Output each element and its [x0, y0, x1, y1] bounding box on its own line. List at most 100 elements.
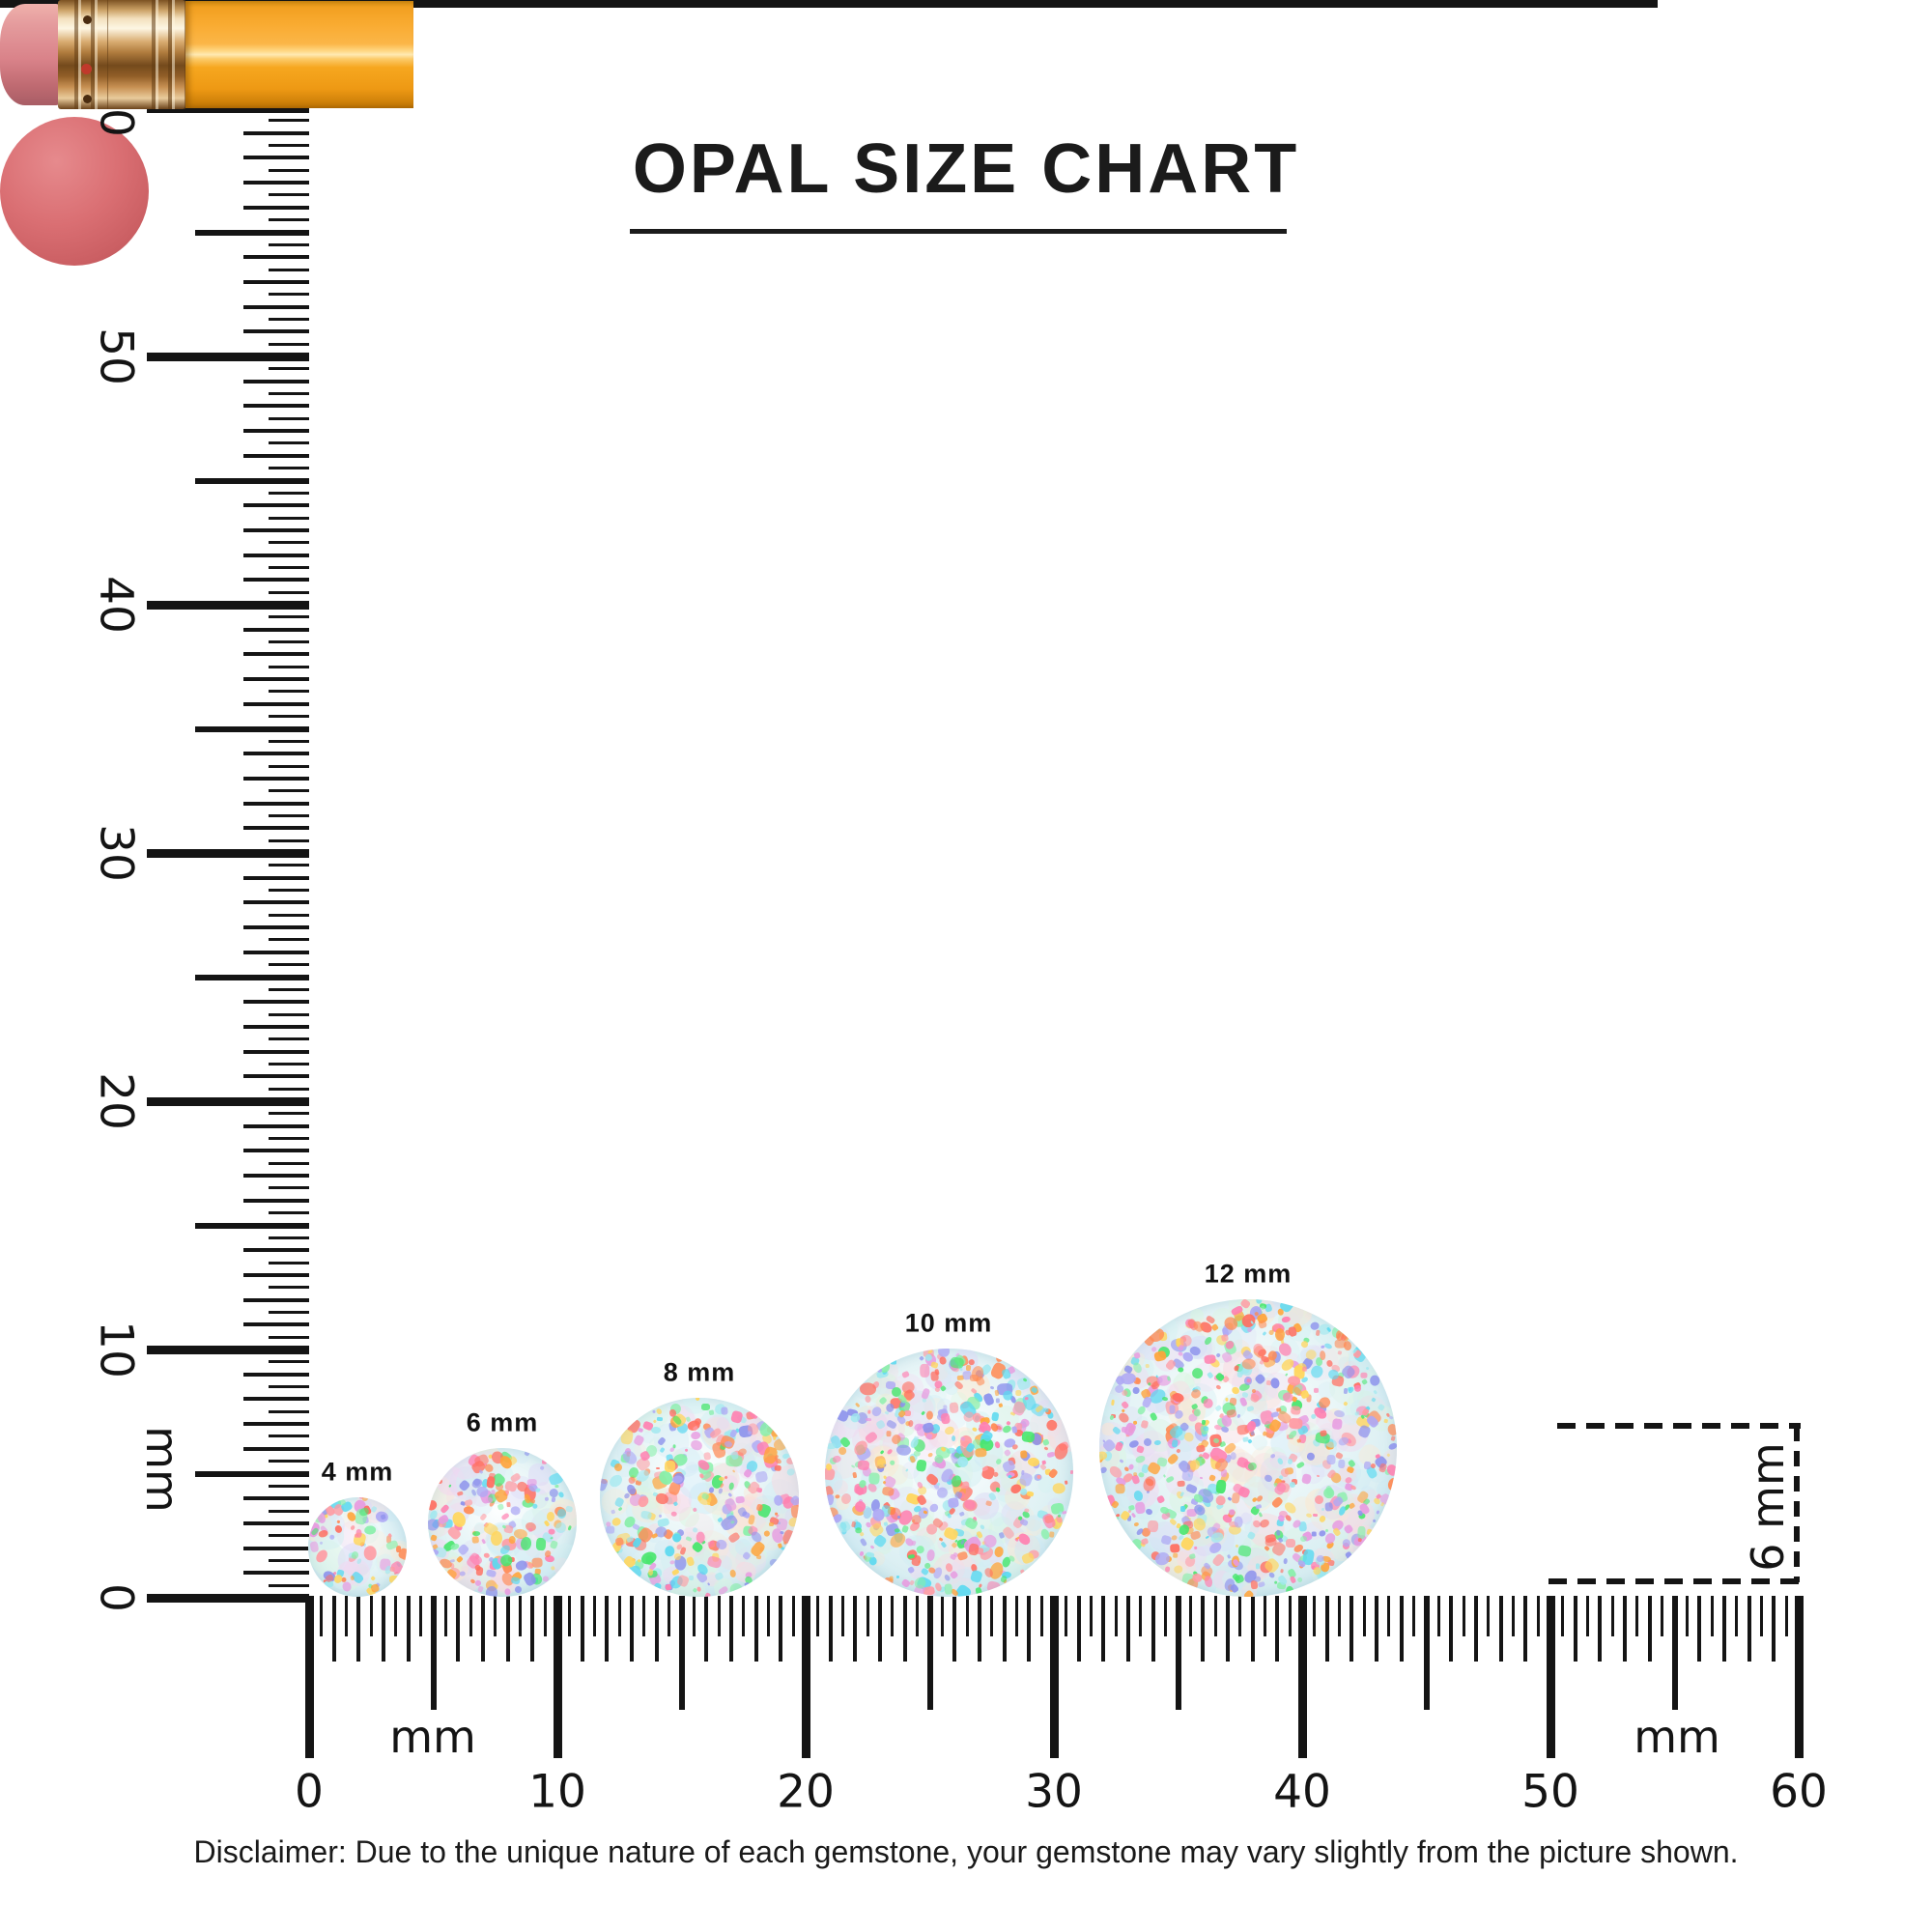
opal-speckle — [772, 1435, 777, 1440]
horizontal-ruler-tick-25.5 — [940, 1596, 944, 1636]
horizontal-ruler-tick-36 — [1201, 1596, 1206, 1662]
vertical-ruler-tick-47.5 — [269, 416, 309, 420]
opal-speckle — [1070, 1469, 1073, 1474]
vertical-ruler-tick-11.5 — [269, 1310, 309, 1314]
opal-speckle — [866, 1417, 872, 1422]
vertical-ruler-tick-19 — [243, 1123, 309, 1128]
vertical-ruler-tick-46 — [243, 453, 309, 458]
vertical-ruler-tick-31.5 — [269, 813, 309, 817]
vertical-ruler-tick-10.5 — [269, 1335, 309, 1339]
vertical-ruler-tick-18 — [243, 1149, 309, 1153]
vertical-ruler-tick-2 — [243, 1546, 309, 1550]
opal-speckle — [1134, 1521, 1140, 1527]
opal-speckle — [1011, 1426, 1018, 1435]
vertical-ruler-tick-58.5 — [269, 144, 309, 148]
horizontal-ruler-tick-26.5 — [965, 1596, 969, 1636]
vertical-ruler-tick-38.5 — [269, 640, 309, 644]
disclaimer-text: Disclaimer: Due to the unique nature of … — [193, 1834, 1739, 1869]
opal-speckle — [1179, 1506, 1185, 1513]
vertical-ruler-tick-33.5 — [269, 764, 309, 768]
opal-speckle — [1133, 1351, 1141, 1359]
opal-speckle — [827, 1442, 836, 1449]
horizontal-ruler-tick-22 — [853, 1596, 858, 1662]
vertical-ruler-tick-45.5 — [269, 467, 309, 470]
horizontal-ruler-unit-label-left: mm — [389, 1711, 476, 1763]
horizontal-ruler-tick-58.5 — [1759, 1596, 1763, 1636]
vertical-ruler-tick-56.5 — [269, 193, 309, 197]
opal-speckle — [1311, 1531, 1317, 1537]
opal-speckle — [514, 1559, 528, 1572]
horizontal-ruler-number-30: 30 — [1025, 1765, 1083, 1819]
horizontal-ruler-tick-2 — [356, 1596, 361, 1662]
opal-speckle — [554, 1484, 559, 1489]
horizontal-ruler-tick-14.5 — [668, 1596, 671, 1636]
opal-speckle — [1170, 1543, 1180, 1553]
opal-speckle — [755, 1469, 769, 1483]
vertical-ruler-tick-60 — [147, 103, 309, 113]
opal-speckle — [605, 1525, 615, 1534]
horizontal-ruler-tick-54 — [1647, 1596, 1652, 1662]
horizontal-ruler-tick-52 — [1598, 1596, 1603, 1662]
horizontal-ruler-tick-5.5 — [443, 1596, 447, 1636]
opal-speckle — [485, 1496, 493, 1504]
opal-speckle — [1360, 1372, 1368, 1378]
opal-speckle — [1147, 1520, 1158, 1533]
horizontal-ruler-tick-34 — [1151, 1596, 1155, 1662]
vertical-ruler-tick-52 — [243, 304, 309, 309]
horizontal-ruler-tick-46 — [1449, 1596, 1454, 1662]
horizontal-ruler-tick-9.5 — [543, 1596, 547, 1636]
opal-speckle — [1015, 1390, 1022, 1397]
vertical-ruler-tick-15 — [195, 1222, 309, 1229]
horizontal-ruler-tick-44 — [1399, 1596, 1404, 1662]
vertical-ruler-tick-4.5 — [269, 1484, 309, 1488]
horizontal-ruler-tick-30.5 — [1065, 1596, 1068, 1636]
opal-speckle — [1296, 1577, 1304, 1583]
horizontal-ruler-baseline — [0, 0, 1658, 8]
opal-speckle — [1386, 1422, 1398, 1436]
opal-speckle — [1326, 1454, 1336, 1465]
opal-speckle — [1283, 1557, 1288, 1564]
opal-speckle — [1108, 1414, 1115, 1421]
opal-speckle — [868, 1472, 880, 1485]
vertical-ruler-tick-26.5 — [269, 938, 309, 942]
opal-speckle — [1291, 1405, 1301, 1415]
opal-speckle — [1215, 1384, 1222, 1390]
horizontal-ruler-tick-1 — [331, 1596, 336, 1662]
vertical-ruler-tick-35.5 — [269, 715, 309, 719]
vertical-ruler-number-10: 10 — [89, 1321, 143, 1378]
horizontal-ruler-tick-5 — [430, 1596, 437, 1710]
horizontal-ruler-tick-21.5 — [841, 1596, 845, 1636]
opal-speckle — [1241, 1357, 1257, 1370]
opal-speckle — [369, 1576, 376, 1582]
horizontal-ruler-tick-7.5 — [494, 1596, 497, 1636]
vertical-ruler-tick-8.5 — [269, 1385, 309, 1389]
opal-speckle — [944, 1583, 952, 1595]
vertical-ruler-tick-29.5 — [269, 864, 309, 867]
opal-speckle — [1241, 1435, 1249, 1442]
vertical-ruler-tick-14.5 — [269, 1236, 309, 1239]
vertical-ruler-tick-59.5 — [269, 119, 309, 123]
vertical-ruler-tick-16 — [243, 1198, 309, 1203]
horizontal-ruler-tick-3.5 — [394, 1596, 398, 1636]
vertical-ruler-tick-9.5 — [269, 1360, 309, 1364]
opal-speckle — [1376, 1509, 1380, 1516]
ferrule-crimp-rings-right — [147, 0, 185, 109]
horizontal-ruler-tick-41 — [1324, 1596, 1329, 1662]
opal-speckle — [1178, 1367, 1184, 1373]
opal-size-label-8mm: 8 mm — [663, 1357, 736, 1387]
vertical-ruler-tick-3.5 — [269, 1509, 309, 1513]
horizontal-ruler-tick-44.5 — [1412, 1596, 1416, 1636]
vertical-ruler-tick-30.5 — [269, 838, 309, 842]
opal-speckle — [1337, 1459, 1346, 1469]
horizontal-ruler-tick-28.5 — [1014, 1596, 1018, 1636]
vertical-ruler-number-0: 0 — [89, 1583, 143, 1612]
opal-speckle — [1130, 1513, 1136, 1519]
opal-size-label-6mm: 6 mm — [466, 1407, 539, 1437]
vertical-ruler-tick-22.5 — [269, 1037, 309, 1041]
measure-dashed-line-top — [1557, 1423, 1801, 1429]
eraser-size-label: 6 mm — [1742, 1442, 1794, 1572]
horizontal-ruler-tick-32.5 — [1114, 1596, 1118, 1636]
opal-speckle — [875, 1457, 887, 1468]
vertical-ruler-tick-47 — [243, 429, 309, 434]
opal-speckle — [891, 1359, 896, 1365]
